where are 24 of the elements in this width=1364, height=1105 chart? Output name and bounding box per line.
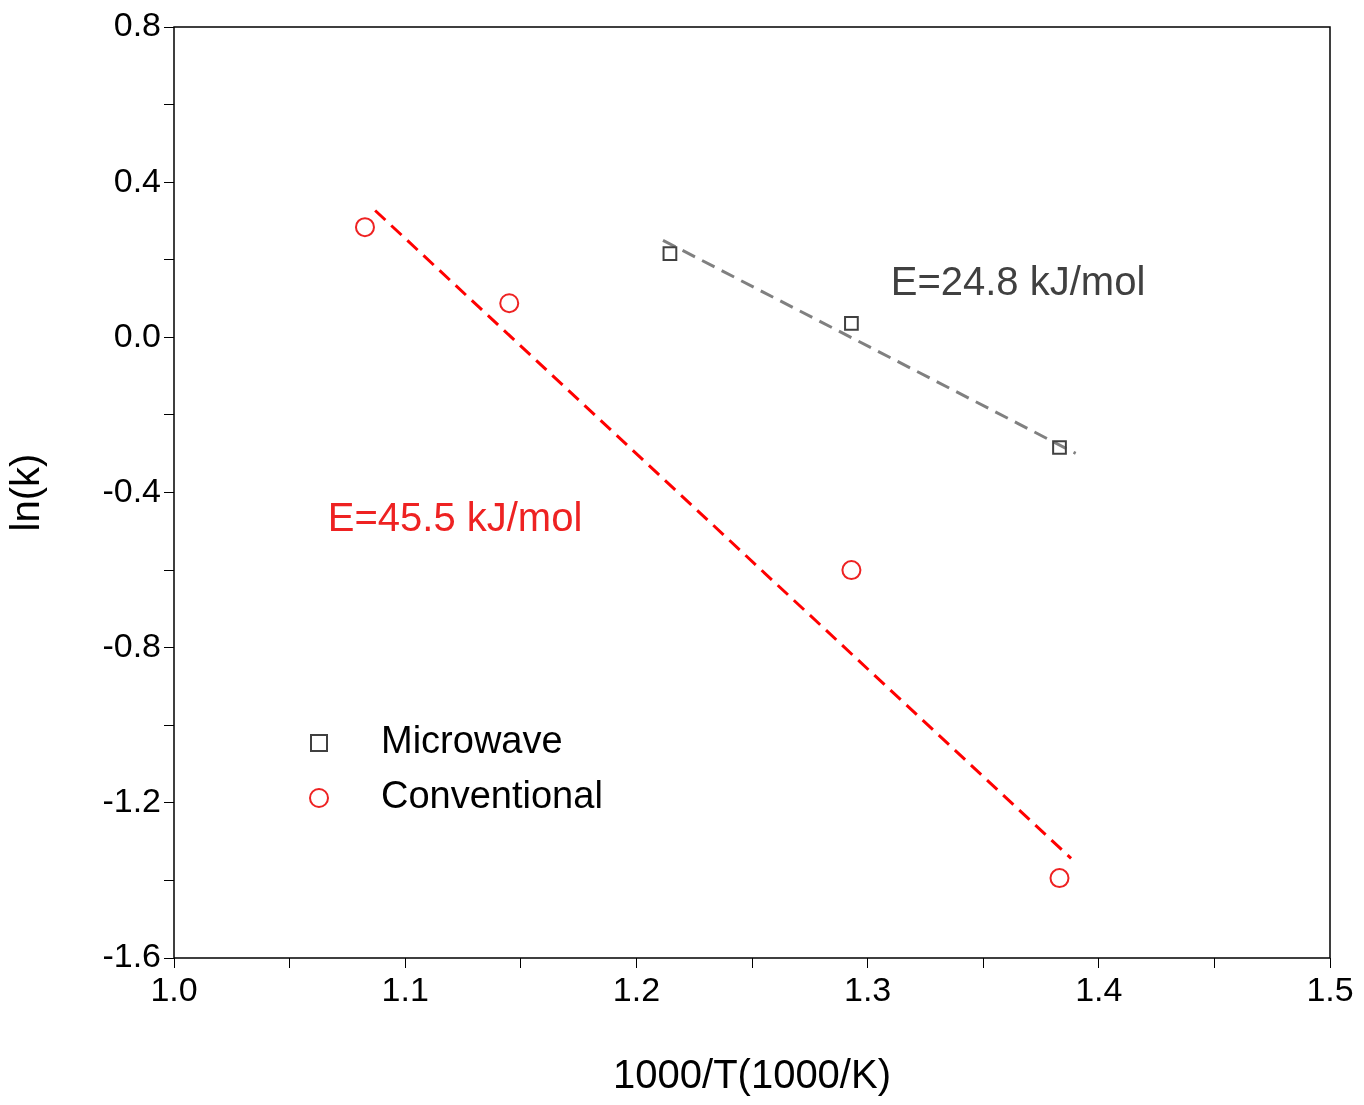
x-axis-title: 1000/T(1000/K) xyxy=(613,1052,891,1097)
y-tick-label: 0.0 xyxy=(113,315,161,354)
point xyxy=(841,560,862,581)
y-tick-label: 0.8 xyxy=(113,5,161,44)
x-tick-label: 1.2 xyxy=(612,969,661,1008)
point xyxy=(1052,440,1067,455)
point xyxy=(499,293,520,314)
y-tick-label: -0.8 xyxy=(102,626,161,665)
x-tick-label: 1.5 xyxy=(1306,969,1354,1008)
y-tick-label: -1.2 xyxy=(102,781,161,820)
annotation: E=45.5 kJ/mol xyxy=(327,494,583,539)
point xyxy=(662,246,678,261)
point xyxy=(354,217,375,238)
point xyxy=(844,316,859,331)
y-axis-title: ln(k) xyxy=(3,453,48,532)
legend-label: Microwave xyxy=(381,719,563,762)
x-tick-label: 1.4 xyxy=(1075,969,1123,1008)
y-tick-label: 0.4 xyxy=(113,160,161,199)
x-tick-label: 1.3 xyxy=(843,969,892,1008)
x-tick-label: 1.1 xyxy=(381,969,429,1008)
y-tick-label: -0.4 xyxy=(102,470,161,509)
point xyxy=(1049,868,1070,889)
legend-label: Conventional xyxy=(381,774,603,817)
annotation: E=24.8 kJ/mol xyxy=(890,258,1146,303)
